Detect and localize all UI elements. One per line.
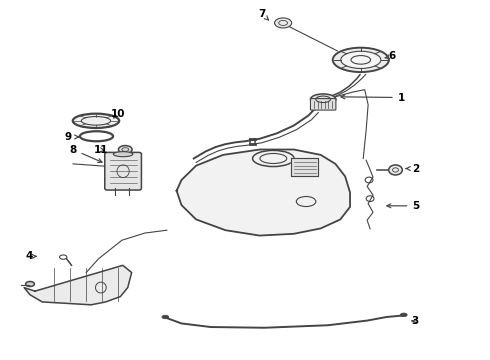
Ellipse shape	[274, 18, 292, 28]
Text: 4: 4	[25, 251, 36, 261]
Ellipse shape	[311, 94, 336, 105]
Ellipse shape	[73, 114, 119, 128]
Ellipse shape	[341, 51, 381, 68]
Ellipse shape	[113, 152, 133, 157]
Text: 1: 1	[341, 93, 405, 103]
Text: 6: 6	[385, 51, 395, 61]
Text: 3: 3	[412, 316, 418, 326]
Ellipse shape	[119, 145, 132, 153]
Ellipse shape	[400, 313, 407, 317]
Polygon shape	[24, 265, 132, 305]
Text: 7: 7	[258, 9, 269, 20]
Ellipse shape	[333, 48, 389, 72]
Text: 10: 10	[111, 109, 125, 119]
Circle shape	[389, 165, 402, 175]
Ellipse shape	[25, 282, 34, 287]
Text: 9: 9	[65, 132, 78, 142]
Polygon shape	[292, 158, 319, 176]
Ellipse shape	[162, 315, 169, 319]
Text: 5: 5	[387, 201, 419, 211]
Text: 11: 11	[94, 145, 108, 155]
Polygon shape	[176, 149, 350, 235]
FancyBboxPatch shape	[311, 99, 336, 110]
Text: 8: 8	[70, 144, 102, 162]
Text: 2: 2	[406, 163, 419, 174]
FancyBboxPatch shape	[105, 152, 142, 190]
